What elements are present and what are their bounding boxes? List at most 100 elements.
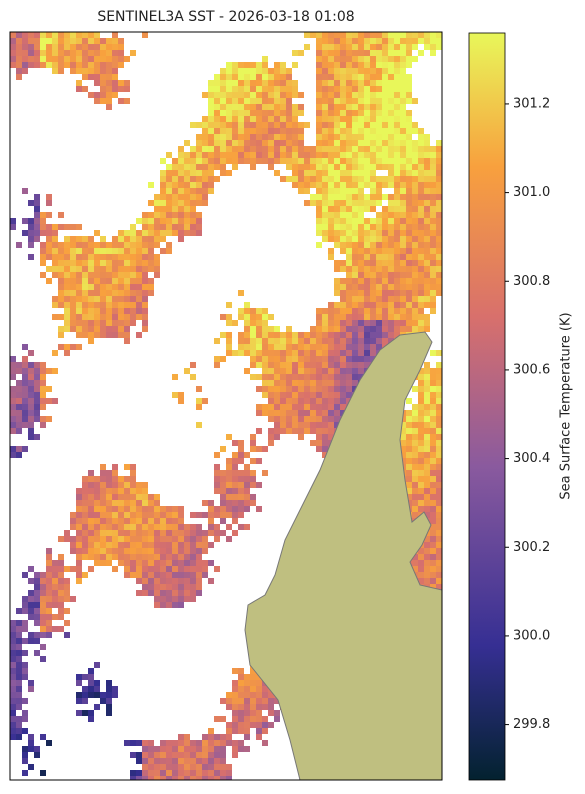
sst-pixel: [370, 332, 376, 338]
sst-pixel: [52, 602, 58, 608]
sst-pixel: [118, 320, 124, 326]
sst-pixel: [172, 230, 178, 236]
sst-pixel: [358, 158, 364, 164]
sst-pixel: [322, 50, 328, 56]
sst-pixel: [142, 224, 148, 230]
sst-pixel: [184, 740, 190, 746]
sst-pixel: [376, 86, 382, 92]
sst-pixel: [214, 488, 220, 494]
sst-pixel: [286, 356, 292, 362]
sst-pixel: [10, 56, 16, 62]
sst-pixel: [178, 512, 184, 518]
sst-pixel: [16, 728, 22, 734]
sst-pixel: [40, 644, 46, 650]
sst-pixel: [172, 182, 178, 188]
sst-pixel: [214, 176, 220, 182]
sst-pixel: [220, 74, 226, 80]
sst-pixel: [274, 428, 280, 434]
colorbar-tick-label: 299.8: [513, 717, 550, 732]
sst-pixel: [106, 536, 112, 542]
sst-pixel: [100, 278, 106, 284]
sst-pixel: [382, 146, 388, 152]
sst-pixel: [88, 68, 94, 74]
sst-pixel: [178, 746, 184, 752]
sst-pixel: [346, 380, 352, 386]
sst-pixel: [190, 596, 196, 602]
sst-pixel: [82, 278, 88, 284]
sst-pixel: [340, 224, 346, 230]
sst-pixel: [10, 650, 16, 656]
sst-pixel: [214, 770, 220, 776]
sst-pixel: [406, 296, 412, 302]
sst-pixel: [394, 260, 400, 266]
sst-pixel: [406, 128, 412, 134]
sst-pixel: [100, 524, 106, 530]
sst-pixel: [232, 686, 238, 692]
sst-pixel: [406, 74, 412, 80]
sst-pixel: [262, 68, 268, 74]
sst-pixel: [52, 398, 58, 404]
sst-pixel: [424, 446, 430, 452]
sst-pixel: [196, 578, 202, 584]
sst-pixel: [400, 50, 406, 56]
sst-pixel: [388, 110, 394, 116]
sst-pixel: [232, 698, 238, 704]
sst-pixel: [76, 536, 82, 542]
sst-pixel: [310, 368, 316, 374]
sst-pixel: [400, 326, 406, 332]
sst-pixel: [280, 368, 286, 374]
sst-pixel: [418, 422, 424, 428]
sst-pixel: [166, 176, 172, 182]
sst-pixel: [352, 38, 358, 44]
sst-pixel: [142, 572, 148, 578]
sst-pixel: [196, 530, 202, 536]
sst-pixel: [118, 314, 124, 320]
sst-pixel: [298, 92, 304, 98]
sst-pixel: [220, 716, 226, 722]
sst-pixel: [112, 506, 118, 512]
sst-pixel: [340, 170, 346, 176]
sst-pixel: [46, 236, 52, 242]
sst-pixel: [268, 104, 274, 110]
sst-pixel: [130, 536, 136, 542]
sst-pixel: [430, 224, 436, 230]
sst-pixel: [334, 38, 340, 44]
sst-pixel: [430, 380, 436, 386]
sst-pixel: [382, 104, 388, 110]
sst-pixel: [88, 56, 94, 62]
sst-pixel: [400, 68, 406, 74]
sst-pixel: [166, 248, 172, 254]
sst-pixel: [196, 182, 202, 188]
sst-pixel: [406, 488, 412, 494]
sst-pixel: [298, 422, 304, 428]
sst-pixel: [424, 404, 430, 410]
sst-pixel: [16, 698, 22, 704]
sst-pixel: [112, 554, 118, 560]
sst-pixel: [316, 182, 322, 188]
sst-pixel: [310, 332, 316, 338]
sst-pixel: [298, 170, 304, 176]
sst-pixel: [322, 188, 328, 194]
sst-pixel: [76, 62, 82, 68]
sst-pixel: [178, 566, 184, 572]
sst-pixel: [100, 296, 106, 302]
sst-pixel: [106, 542, 112, 548]
sst-pixel: [256, 362, 262, 368]
sst-pixel: [88, 248, 94, 254]
sst-pixel: [82, 554, 88, 560]
sst-pixel: [64, 266, 70, 272]
sst-pixel: [424, 206, 430, 212]
sst-pixel: [400, 422, 406, 428]
sst-pixel: [238, 686, 244, 692]
sst-pixel: [196, 560, 202, 566]
sst-pixel: [226, 80, 232, 86]
sst-pixel: [304, 164, 310, 170]
sst-pixel: [40, 602, 46, 608]
sst-pixel: [100, 530, 106, 536]
sst-pixel: [334, 158, 340, 164]
sst-pixel: [46, 194, 52, 200]
sst-pixel: [244, 524, 250, 530]
sst-pixel: [412, 566, 418, 572]
sst-pixel: [64, 284, 70, 290]
sst-pixel: [232, 710, 238, 716]
